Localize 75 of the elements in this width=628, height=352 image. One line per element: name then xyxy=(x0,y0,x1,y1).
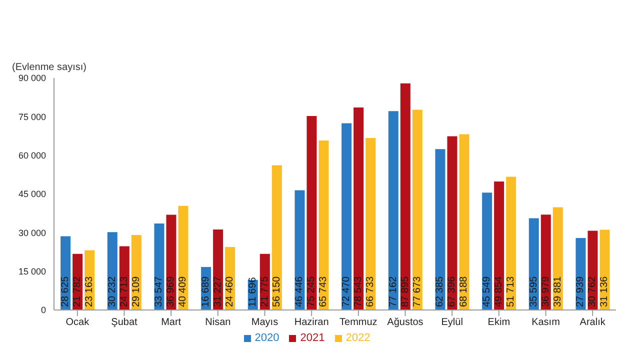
data-label: 27 939 xyxy=(575,276,586,307)
bar xyxy=(306,116,317,310)
bar xyxy=(272,165,282,310)
bar xyxy=(318,140,329,310)
bar xyxy=(435,149,446,310)
bar xyxy=(459,134,470,310)
bar xyxy=(366,138,376,310)
data-label: 21 782 xyxy=(72,276,84,307)
data-label: 11 696 xyxy=(247,276,258,307)
data-label: 33 547 xyxy=(154,276,165,307)
data-label: 36 969 xyxy=(166,276,177,307)
legend-label: 2022 xyxy=(346,332,370,344)
x-tick-label: Ocak xyxy=(66,317,90,328)
x-tick-label: Kasım xyxy=(532,317,560,328)
data-label: 21 775 xyxy=(259,276,270,307)
data-label: 49 854 xyxy=(494,276,505,307)
y-axis-title: (Evlenme sayısı) xyxy=(12,62,86,73)
data-label: 35 595 xyxy=(528,276,540,307)
legend-label: 2020 xyxy=(254,332,280,344)
x-tick-label: Ağustos xyxy=(387,317,424,328)
data-label: 46 446 xyxy=(294,276,306,307)
data-label: 78 543 xyxy=(353,276,364,307)
data-label: 67 396 xyxy=(446,276,458,307)
data-label: 77 673 xyxy=(412,276,423,307)
legend-label: 2021 xyxy=(300,332,325,344)
data-label: 31 227 xyxy=(212,276,224,307)
data-label: 30 762 xyxy=(587,276,598,307)
data-label: 23 163 xyxy=(84,276,96,307)
bar xyxy=(342,123,352,310)
bar xyxy=(482,192,492,310)
y-tick-label: 45 000 xyxy=(18,189,46,200)
data-label: 66 733 xyxy=(365,276,376,307)
data-label: 24 460 xyxy=(224,276,236,307)
x-tick-label: Haziran xyxy=(294,317,329,328)
data-label: 62 385 xyxy=(434,276,446,307)
y-tick-label: 0 xyxy=(40,305,46,316)
y-tick-label: 90 000 xyxy=(18,73,46,84)
data-label: 56 150 xyxy=(271,276,282,307)
bar xyxy=(447,136,458,310)
data-label: 51 713 xyxy=(506,276,517,307)
data-label: 40 409 xyxy=(178,276,189,307)
bar xyxy=(294,190,305,310)
x-tick-label: Eylül xyxy=(441,317,463,328)
bar xyxy=(354,108,364,310)
data-label: 39 881 xyxy=(552,276,564,307)
bar xyxy=(388,111,398,310)
y-tick-label: 15 000 xyxy=(18,266,46,277)
data-label: 45 549 xyxy=(482,276,493,307)
data-label: 29 109 xyxy=(130,276,142,307)
x-tick-label: Şubat xyxy=(111,317,138,328)
x-tick-label: Mayıs xyxy=(251,317,278,328)
data-label: 87 895 xyxy=(400,276,411,307)
bar xyxy=(400,83,410,310)
data-label: 65 743 xyxy=(318,276,330,307)
data-label: 24 713 xyxy=(118,276,130,307)
bar xyxy=(506,176,516,310)
x-tick-label: Aralık xyxy=(580,317,606,328)
bar xyxy=(494,181,504,310)
data-label: 28 625 xyxy=(60,276,72,307)
data-label: 16 689 xyxy=(200,276,212,307)
x-tick-label: Mart xyxy=(161,317,182,328)
data-label: 31 136 xyxy=(599,276,610,307)
x-tick-label: Temmuz xyxy=(340,317,378,328)
data-label: 77 162 xyxy=(388,276,399,307)
data-label: 36 979 xyxy=(540,276,552,307)
data-label: 75 245 xyxy=(306,276,318,307)
x-tick-label: Ekim xyxy=(488,317,510,328)
y-tick-label: 60 000 xyxy=(18,150,46,161)
x-tick-label: Nisan xyxy=(205,317,231,328)
data-label: 68 188 xyxy=(458,276,470,307)
y-tick-label: 75 000 xyxy=(18,112,46,122)
bar xyxy=(412,110,422,310)
y-tick-label: 30 000 xyxy=(18,228,46,238)
data-label: 72 470 xyxy=(341,276,352,307)
data-label: 30 232 xyxy=(106,276,118,307)
